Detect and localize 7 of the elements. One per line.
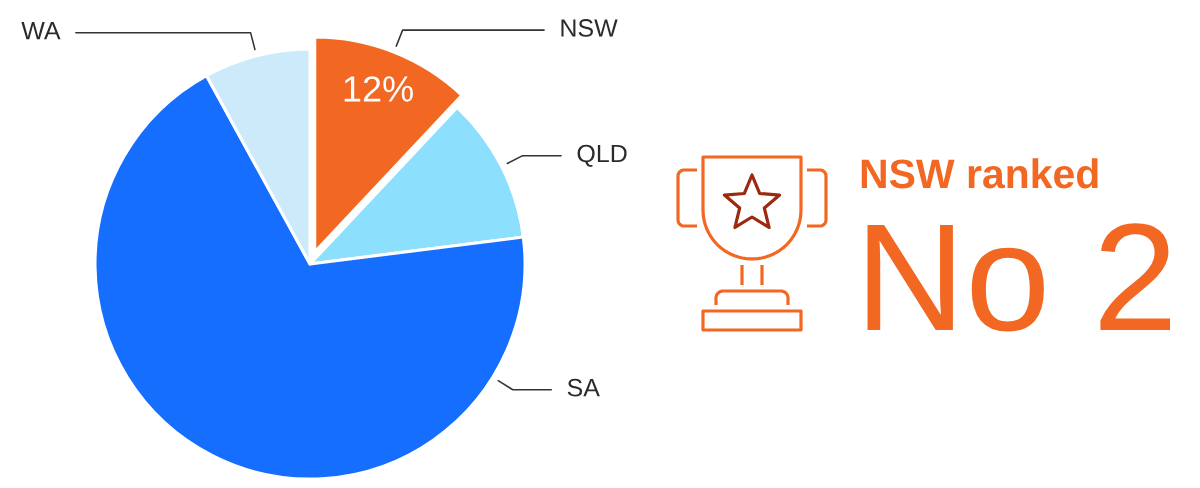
text: No 2 — [867, 223, 1171, 332]
slice-label: WA — [21, 22, 61, 40]
slice-label: QLD — [577, 144, 627, 167]
slice-label: NSW — [561, 19, 618, 37]
slice-label: SA — [567, 378, 600, 397]
data-label: 12% — [344, 76, 413, 102]
text: NSW ranked — [861, 158, 1098, 189]
